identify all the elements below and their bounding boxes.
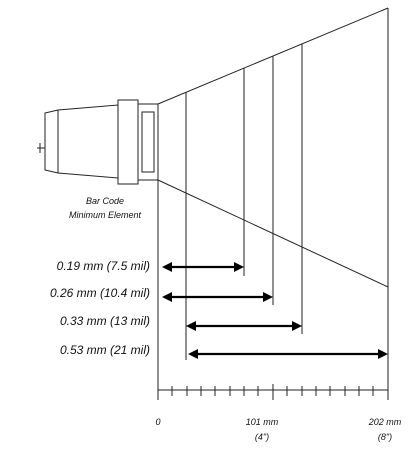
- arrowhead-right: [378, 349, 388, 359]
- scanner-lens: [141, 111, 155, 173]
- resolution-label-1: 0.19 mm (7.5 mil): [57, 259, 150, 273]
- axis-tick-label-mid-inch: (4"): [255, 432, 269, 442]
- range-arrow-4: [188, 349, 388, 359]
- resolution-label-3: 0.33 mm (13 mil): [60, 314, 150, 328]
- axis-tick-label-end: 202 mm: [368, 417, 402, 427]
- scanner-window: [137, 103, 159, 181]
- arrowhead-right: [292, 321, 302, 331]
- distance-axis: 0 101 mm (4") 202 mm (8"): [155, 384, 402, 442]
- resolution-label-2: 0.26 mm (10.4 mil): [50, 286, 150, 300]
- arrowhead-left: [186, 321, 196, 331]
- range-arrow-2: [162, 292, 273, 302]
- axis-tick-label-0: 0: [155, 417, 160, 427]
- scanner-barrel: [57, 104, 119, 179]
- scanner-head: [117, 99, 139, 185]
- range-arrow-1: [162, 262, 244, 272]
- arrowhead-right: [234, 262, 244, 272]
- axis-tick-label-mid: 101 mm: [246, 417, 279, 427]
- axis-tick-label-end-inch: (8"): [378, 432, 392, 442]
- scanner-nose: [44, 109, 59, 174]
- resolution-label-4: 0.53 mm (21 mil): [60, 343, 150, 357]
- arrowhead-left: [188, 349, 198, 359]
- arrowhead-right: [263, 292, 273, 302]
- heading-line-1: Bar Code: [86, 196, 124, 206]
- axis-ticks: [157, 384, 389, 400]
- scanner-icon: [37, 99, 159, 185]
- arrowhead-left: [162, 292, 172, 302]
- range-arrow-3: [186, 321, 302, 331]
- depth-markers: [157, 44, 303, 390]
- heading-line-2: Minimum Element: [69, 210, 142, 220]
- arrowhead-left: [162, 262, 172, 272]
